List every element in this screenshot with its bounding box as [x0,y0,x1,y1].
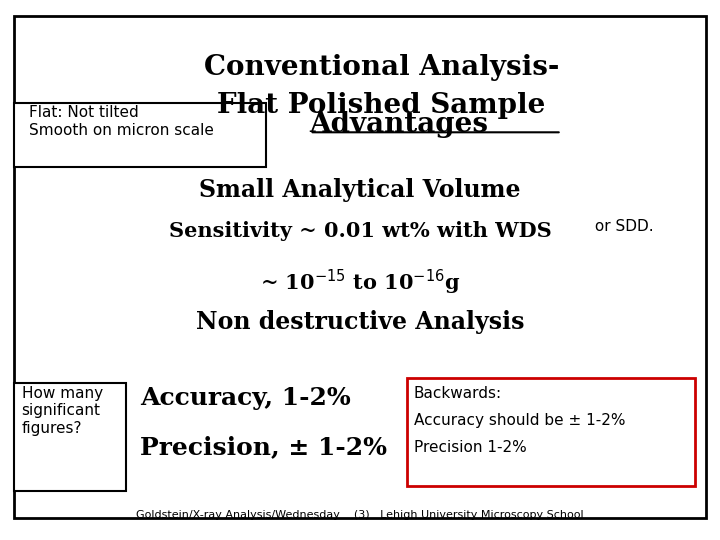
Text: Accuracy should be ± 1-2%: Accuracy should be ± 1-2% [414,413,626,428]
Text: Precision, ± 1-2%: Precision, ± 1-2% [140,435,387,458]
Text: Goldstein/X-ray Analysis/Wednesday    (3)   Lehigh University Microscopy School: Goldstein/X-ray Analysis/Wednesday (3) L… [136,510,584,521]
Text: Backwards:: Backwards: [414,386,502,401]
Text: Precision 1-2%: Precision 1-2% [414,440,527,455]
FancyBboxPatch shape [14,383,126,491]
Text: Flat: Not tilted
Smooth on micron scale: Flat: Not tilted Smooth on micron scale [29,105,214,138]
Text: ~ 10$^{-15}$ to 10$^{-16}$g: ~ 10$^{-15}$ to 10$^{-16}$g [260,267,460,296]
FancyBboxPatch shape [14,16,706,518]
Text: Accuracy, 1-2%: Accuracy, 1-2% [140,386,351,410]
Text: How many
significant
figures?: How many significant figures? [22,386,103,436]
Text: Flat Polished Sample: Flat Polished Sample [217,92,546,119]
Text: Advantages: Advantages [310,111,489,138]
Text: Non destructive Analysis: Non destructive Analysis [196,310,524,334]
Text: Conventional Analysis-: Conventional Analysis- [204,54,559,81]
Text: or SDD.: or SDD. [590,219,654,234]
Text: Small Analytical Volume: Small Analytical Volume [199,178,521,202]
FancyBboxPatch shape [407,378,695,486]
FancyBboxPatch shape [14,103,266,167]
Text: Sensitivity ~ 0.01 wt% with WDS: Sensitivity ~ 0.01 wt% with WDS [168,221,552,241]
